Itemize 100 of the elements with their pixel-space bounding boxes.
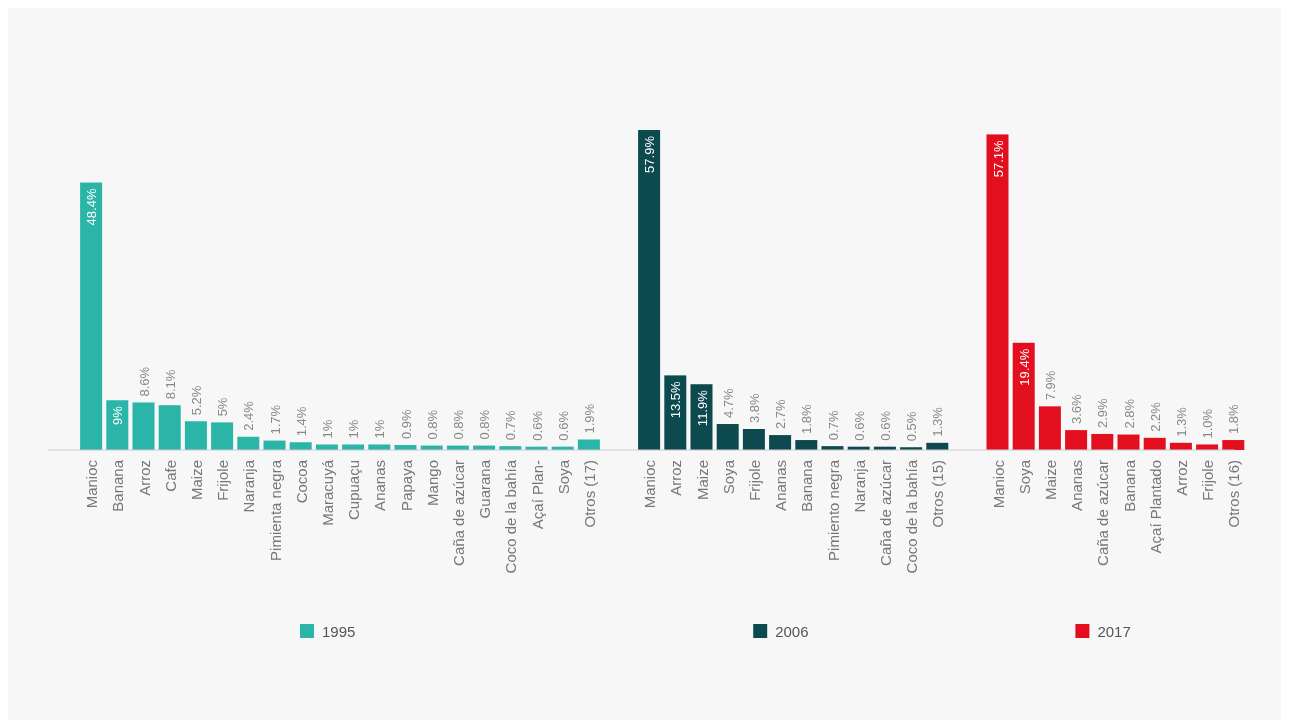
bar (289, 442, 312, 450)
data-label: 5% (215, 397, 231, 417)
data-label: 0.8% (424, 409, 440, 440)
bar (1196, 444, 1219, 450)
bar (1091, 433, 1114, 450)
data-label: 0.7% (503, 410, 519, 441)
bar (769, 435, 792, 450)
data-label: 2.9% (1095, 397, 1111, 428)
x-tick-label: Banana (1120, 459, 1138, 512)
x-tick-label: Maize (1041, 460, 1059, 501)
legend-label: 2006 (775, 623, 809, 640)
x-tick-label: Guarana (476, 459, 494, 519)
bar (211, 422, 234, 450)
data-label: 2.4% (241, 400, 257, 431)
data-label: 3.6% (1069, 394, 1085, 425)
x-tick-label: Açaí Plan- (528, 460, 546, 530)
legend-label: 1995 (322, 623, 356, 640)
x-tick-label: Manioc (989, 459, 1007, 509)
bar (986, 134, 1009, 450)
bar (1012, 342, 1035, 450)
x-tick-label: Coco de la bahía (502, 459, 520, 574)
bar (1038, 406, 1061, 450)
x-tick-label: Cocoa (292, 459, 310, 504)
data-label: 19.4% (1016, 348, 1032, 386)
x-tick-label: Banana (109, 459, 127, 512)
data-label: 1.3% (1173, 406, 1189, 437)
bar (368, 444, 391, 450)
bar (716, 424, 739, 450)
data-label: 0.7% (825, 410, 841, 441)
data-label: 1.7% (267, 404, 283, 435)
data-label: 0.6% (851, 410, 867, 441)
data-label: 1% (319, 419, 335, 439)
x-tick-label: Açaí Plantado (1146, 460, 1164, 554)
data-label: 8.6% (136, 366, 152, 397)
x-tick-label: Mango (423, 460, 441, 506)
x-tick-label: Soya (554, 459, 572, 495)
x-tick-label: Maize (187, 460, 205, 501)
legend-label: 2017 (1097, 623, 1131, 640)
data-label: 2.8% (1121, 398, 1137, 429)
data-label: 0.5% (904, 411, 920, 442)
x-tick-label: Frijole (745, 460, 763, 501)
x-tick-label: Frijole (214, 460, 232, 501)
data-label: 1% (346, 419, 362, 439)
bar (795, 440, 818, 450)
x-tick-label: Naranja (240, 459, 258, 513)
x-tick-label: Ananas (371, 460, 389, 511)
x-tick-label: Otros (17) (580, 460, 598, 528)
x-tick-label: Frijole (1199, 460, 1217, 501)
bar (577, 439, 600, 450)
data-label: 1.4% (293, 406, 309, 437)
data-label: 3.8% (746, 392, 762, 423)
x-tick-label: Cafe (161, 460, 179, 492)
bar (158, 405, 181, 450)
x-tick-label: Soya (1015, 459, 1033, 495)
data-label: 57.9% (642, 135, 658, 173)
bar (342, 444, 365, 450)
data-label: 1.3% (930, 406, 946, 437)
x-tick-label: Papaya (397, 459, 415, 511)
data-label: 0.8% (450, 409, 466, 440)
x-tick-label: Cupuaçu (345, 460, 363, 521)
data-label: 9% (110, 405, 126, 426)
data-label: 1.9% (581, 403, 597, 434)
data-label: 1% (372, 419, 388, 439)
data-label: 48.4% (84, 188, 100, 226)
data-label: 0.9% (398, 408, 414, 440)
x-tick-label: Coco de la bahía (903, 459, 921, 574)
data-label: 0.6% (529, 410, 545, 441)
x-tick-label: Arroz (667, 460, 685, 496)
bar (638, 130, 661, 450)
data-label: 13.5% (668, 380, 684, 419)
x-tick-label: Arroz (1172, 460, 1190, 496)
bar (1222, 440, 1245, 450)
bar (315, 444, 338, 450)
data-label: 4.7% (720, 387, 736, 419)
x-tick-label: Maracuyá (318, 459, 336, 526)
x-tick-label: Ananas (1068, 460, 1086, 511)
x-tick-label: Manioc (641, 459, 659, 509)
data-label: 2.2% (1147, 401, 1163, 432)
x-tick-label: Caña de azúcar (449, 460, 467, 566)
bar (742, 429, 765, 450)
bar (1117, 434, 1140, 450)
bar (80, 182, 103, 450)
x-tick-label: Caña de azúcar (1094, 460, 1112, 566)
x-tick-label: Pimiento negra (824, 459, 842, 561)
data-label: 8.1% (162, 369, 178, 400)
bar (237, 436, 260, 450)
bar (184, 421, 207, 450)
x-tick-label: Otros (16) (1225, 460, 1243, 528)
x-tick-label: Arroz (135, 460, 153, 496)
x-tick-label: Caña de azúcar (876, 460, 894, 566)
data-label: 1.8% (799, 403, 815, 435)
x-tick-label: Otros (15) (929, 460, 947, 528)
x-tick-label: Pimienta negra (266, 459, 284, 561)
data-label: 57.1% (990, 139, 1006, 178)
x-tick-label: Soya (719, 459, 737, 495)
bar (132, 402, 155, 450)
data-label: 1.8% (1226, 403, 1242, 435)
x-tick-label: Naranja (850, 459, 868, 513)
x-tick-label: Manioc (83, 459, 101, 509)
data-label: 2.7% (773, 399, 789, 430)
